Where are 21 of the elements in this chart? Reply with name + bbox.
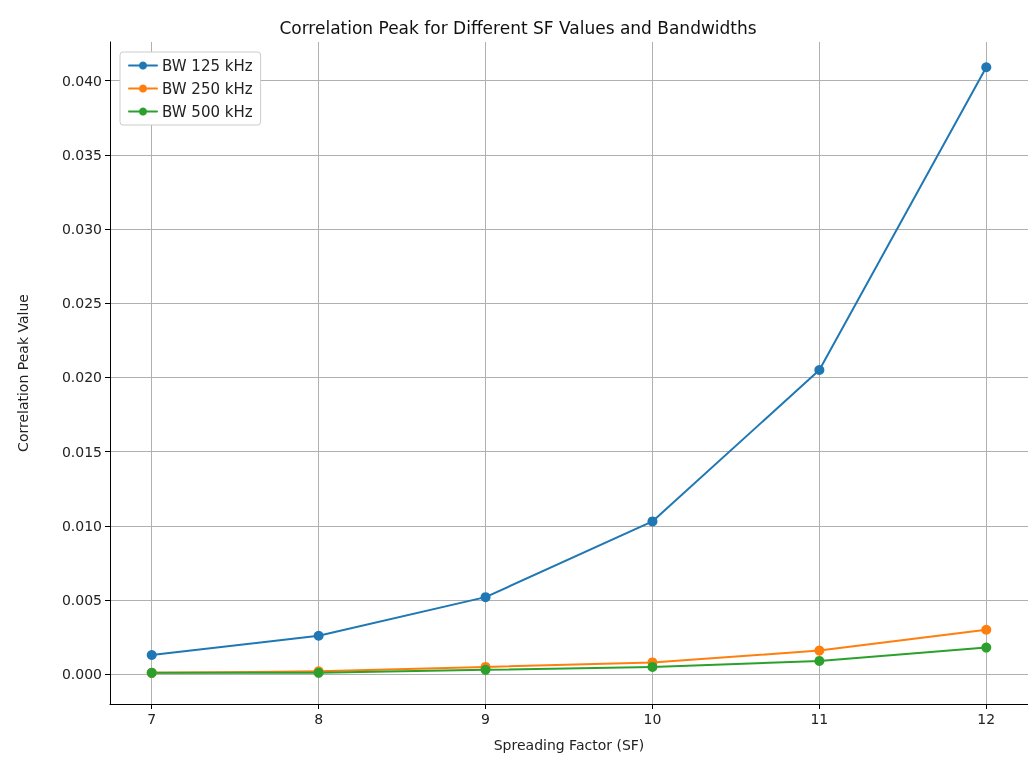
y-tick-label: 0.010 [61, 517, 102, 534]
y-tick-label: 0.030 [61, 221, 102, 238]
chart-title: Correlation Peak for Different SF Values and Bandwidths [279, 17, 757, 38]
y-tick-label: 0.025 [61, 295, 102, 312]
y-tick-label: 0.000 [61, 666, 102, 683]
y-tick-label: 0.040 [61, 72, 102, 89]
y-tick-label: 0.035 [61, 146, 102, 163]
x-tick-label: 8 [314, 711, 324, 727]
y-tick-label: 0.020 [61, 369, 102, 386]
y-tick-label: 0.005 [61, 592, 102, 609]
x-tick-label: 10 [643, 711, 662, 727]
y-tick-label: 0.015 [61, 443, 102, 460]
x-tick-label: 7 [147, 711, 157, 727]
x-tick-label: 12 [977, 711, 996, 727]
legend-label: BW 250 kHz [162, 79, 253, 98]
legend-label: BW 125 kHz [162, 56, 253, 75]
x-tick-label: 11 [810, 711, 829, 727]
legend-label: BW 500 kHz [162, 102, 253, 121]
y-axis-title: Correlation Peak Value [15, 294, 31, 452]
x-tick-label: 9 [481, 711, 491, 727]
x-axis-title: Spreading Factor (SF) [493, 737, 645, 753]
